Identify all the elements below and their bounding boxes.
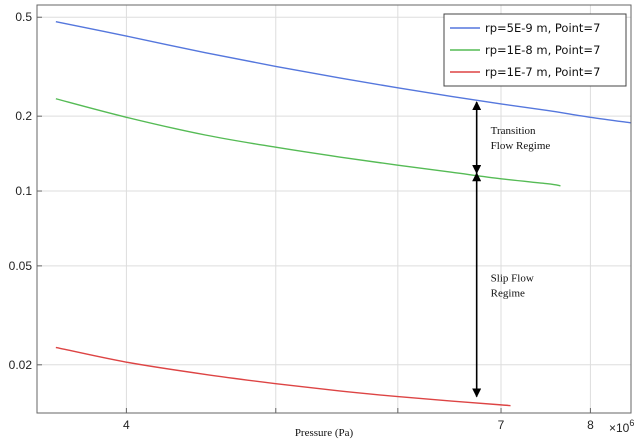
regime-label-1-line-1: Transition: [491, 125, 536, 137]
y-tick-label: 0.5: [15, 10, 32, 24]
series-line-1: [55, 20, 632, 124]
series-lines: [55, 20, 632, 407]
series-line-2: [55, 98, 561, 187]
x-multiplier-base: ×10: [609, 421, 630, 435]
legend-label-1: rp=5E-9 m, Point=7: [485, 21, 600, 35]
x-tick-label: 7: [498, 418, 505, 432]
x-axis-multiplier: ×106: [609, 418, 634, 435]
series-line-3: [55, 346, 511, 407]
annotations: Transition Flow Regime Slip Flow Regime: [472, 101, 551, 398]
x-axis-title: Pressure (Pa): [295, 427, 354, 439]
regime-label-1-line-2: Flow Regime: [491, 140, 551, 152]
legend-label-2: rp=1E-8 m, Point=7: [485, 43, 600, 57]
regime-label-2-line-1: Slip Flow: [491, 272, 534, 284]
plot-frame: [36, 4, 632, 414]
y-tick-label: 0.02: [9, 358, 33, 372]
regime-label-2-line-2: Regime: [491, 287, 525, 299]
x-tick-label: 8: [587, 418, 594, 432]
legend: rp=5E-9 m, Point=7 rp=1E-8 m, Point=7 rp=1…: [443, 13, 627, 87]
x-multiplier-exponent: 6: [629, 418, 634, 428]
x-tick-label: 4: [123, 418, 130, 432]
y-tick-label: 0.2: [15, 109, 32, 123]
ticks: 4 7 8 0.02 0.05 0.1 0.2 0.5: [9, 10, 594, 432]
y-tick-label: 0.1: [15, 184, 32, 198]
legend-label-3: rp=1E-7 m, Point=7: [485, 65, 600, 79]
y-tick-label: 0.05: [9, 259, 33, 273]
